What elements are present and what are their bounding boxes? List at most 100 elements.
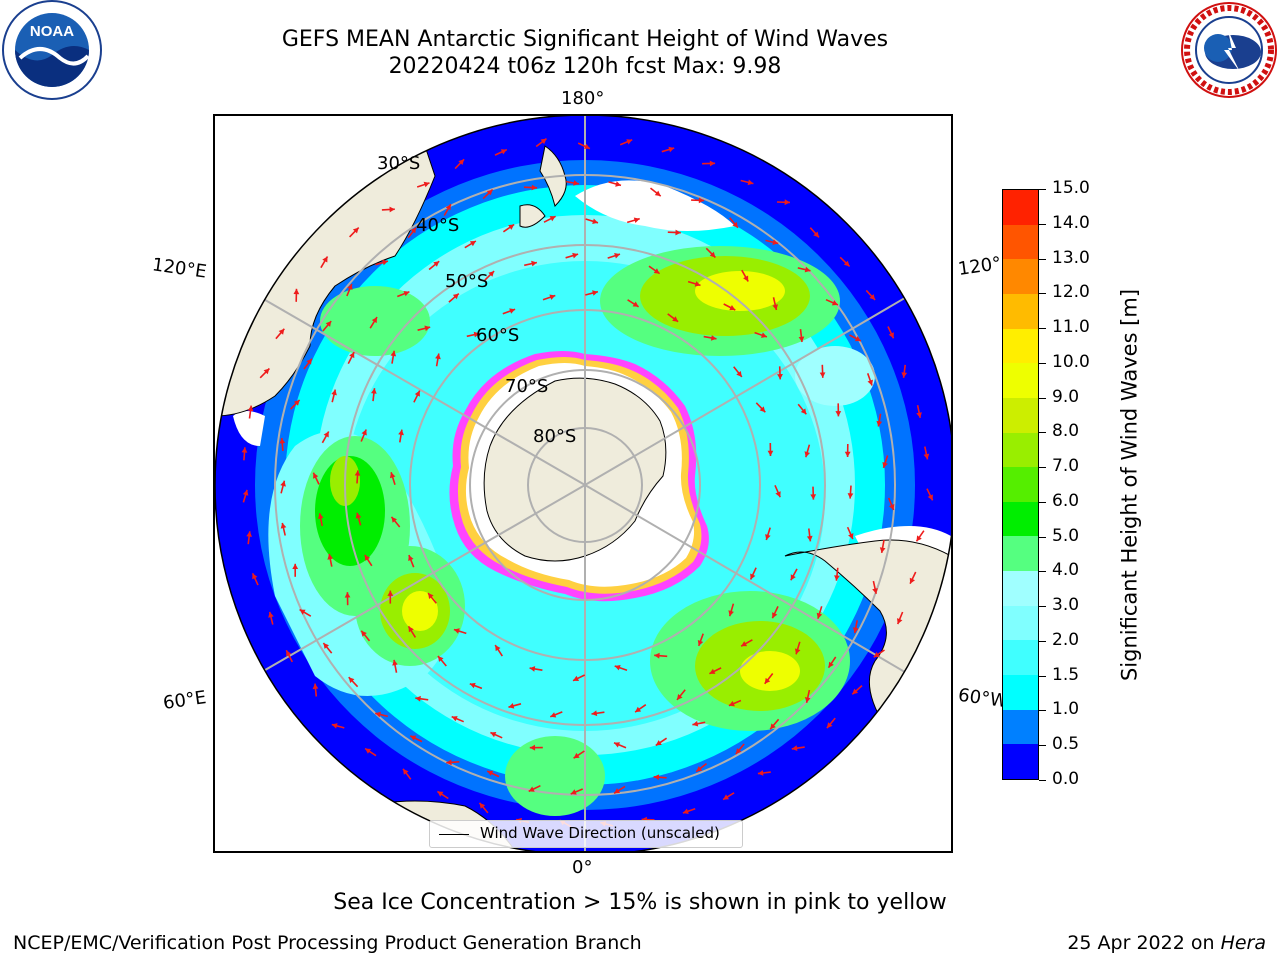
- wind-arrow-head: [732, 221, 738, 228]
- colorbar-segment: [1003, 328, 1038, 364]
- colorbar-tick-mark: [1039, 467, 1046, 469]
- wind-arrow-head: [897, 618, 903, 625]
- map-legend: Wind Wave Direction (unscaled): [429, 820, 743, 848]
- wind-arrow-head: [247, 405, 254, 412]
- wind-arrow-head: [479, 802, 486, 809]
- wind-arrow-head: [888, 332, 894, 339]
- wind-arrow-head: [927, 494, 933, 501]
- colorbar-label: Significant Height of Wind Waves [m]: [1117, 288, 1142, 682]
- footer-machine: Hera: [1220, 932, 1266, 954]
- wind-arrow-head: [709, 668, 716, 674]
- wind-arrow-head: [573, 752, 580, 759]
- wind-arrow-head: [772, 239, 779, 245]
- wind-arrow-head: [322, 256, 328, 263]
- wind-arrow-head: [615, 181, 621, 187]
- wind-arrow-head: [697, 640, 704, 646]
- wind-arrow-head: [292, 563, 299, 569]
- wind-arrow-head: [728, 610, 734, 617]
- wind-arrow-head: [804, 451, 810, 458]
- wind-arrow-head: [299, 609, 306, 615]
- colorbar-tick-mark: [1039, 745, 1046, 747]
- wind-arrow-head: [403, 768, 409, 775]
- colorbar-tick-label: 7.0: [1052, 456, 1080, 477]
- noaa-logo: NOAA: [0, 0, 105, 105]
- wind-arrow-head: [410, 735, 417, 741]
- wind-arrow-head: [692, 720, 699, 727]
- map-panel: 30°S 40°S 50°S 60°S 70°S 80°S Wind Wave …: [213, 114, 953, 853]
- colorbar-tick-label: 14.0: [1052, 212, 1090, 233]
- wind-arrow-head: [331, 723, 338, 729]
- wind-arrow-head: [327, 553, 334, 560]
- wind-arrow-head: [790, 574, 796, 581]
- wind-arrow-head: [445, 204, 451, 211]
- wind-arrow-head: [736, 371, 742, 377]
- wind-arrow-head: [325, 321, 332, 327]
- wind-arrow-head: [573, 180, 579, 186]
- wind-arrow-head: [488, 271, 495, 277]
- wind-arrow-head: [819, 372, 826, 378]
- wind-arrow-head: [698, 197, 705, 204]
- colorbar-tick-mark: [1039, 571, 1046, 573]
- wind-arrow-head: [804, 697, 811, 703]
- wind-arrow-head: [800, 408, 807, 415]
- wind-arrow-head: [867, 379, 873, 386]
- colorbar-tick-label: 4.0: [1052, 560, 1080, 581]
- wind-arrow-head: [451, 716, 458, 722]
- wind-arrow-head: [424, 325, 431, 332]
- wind-arrow-head: [784, 199, 790, 206]
- wind-arrow-head: [761, 332, 767, 338]
- wind-arrow-head: [633, 217, 640, 223]
- wind-arrow-head: [252, 573, 258, 580]
- wind-arrow-head: [709, 251, 716, 258]
- colorbar-segment: [1003, 190, 1038, 225]
- wind-arrow-head: [591, 710, 598, 717]
- colorbar-segment: [1003, 744, 1038, 779]
- colorbar-tick-mark: [1039, 710, 1046, 712]
- wind-arrow-head: [909, 577, 915, 584]
- colorbar-tick-label: 6.0: [1052, 490, 1080, 511]
- colorbar-tick-mark: [1039, 780, 1046, 781]
- wind-arrow-head: [916, 535, 922, 542]
- wind-arrow-head: [843, 260, 850, 267]
- lat-label-60: 60°S: [476, 325, 520, 346]
- wind-arrow-head: [408, 626, 414, 633]
- wind-arrow-head: [323, 431, 329, 438]
- wind-arrow-head: [550, 712, 557, 718]
- wind-arrow-head: [696, 766, 703, 772]
- wind-arrow-head: [798, 336, 805, 342]
- wind-arrow-head: [655, 740, 662, 746]
- colorbar-tick-label: 15.0: [1052, 178, 1090, 198]
- lon-label-180: 180°: [561, 88, 605, 109]
- wind-arrow-head: [371, 317, 377, 324]
- wind-arrow-head: [772, 612, 778, 619]
- wind-arrow-head: [653, 268, 660, 274]
- wind-arrow-head: [614, 742, 620, 748]
- colorbar-tick-label: 1.5: [1052, 664, 1080, 685]
- colorbar-tick-label: 12.0: [1052, 282, 1090, 303]
- lon-label-120w: 120°: [956, 253, 1003, 280]
- colorbar-tick-mark: [1039, 397, 1046, 399]
- wind-arrow-head: [854, 336, 861, 342]
- colorbar-segment: [1003, 605, 1038, 641]
- colorbar-tick-mark: [1039, 432, 1046, 434]
- wind-arrow-head: [508, 703, 515, 709]
- chart-subtitle: 20220424 t06z 120h fcst Max: 9.98: [388, 54, 782, 79]
- wind-arrow-head: [453, 628, 460, 634]
- colorbar: [1002, 189, 1039, 780]
- wind-arrow-head: [735, 748, 742, 754]
- wind-arrow-head: [490, 732, 497, 738]
- wind-arrow-head: [852, 688, 859, 695]
- wind-arrow-head: [508, 224, 515, 230]
- wind-arrow-head: [632, 301, 639, 307]
- wind-arrow-head: [614, 253, 620, 259]
- wind-arrow-head: [654, 190, 661, 197]
- wind-arrow-head: [852, 627, 859, 634]
- wind-arrow-head: [728, 700, 735, 707]
- lat-label-40: 40°S: [416, 215, 460, 236]
- wind-arrow-head: [408, 555, 414, 561]
- antarctica: [449, 351, 709, 602]
- wind-arrow-head: [428, 593, 434, 599]
- wind-arrow-head: [635, 706, 642, 713]
- wind-arrow-head: [549, 216, 556, 222]
- wind-arrow-head: [767, 450, 774, 456]
